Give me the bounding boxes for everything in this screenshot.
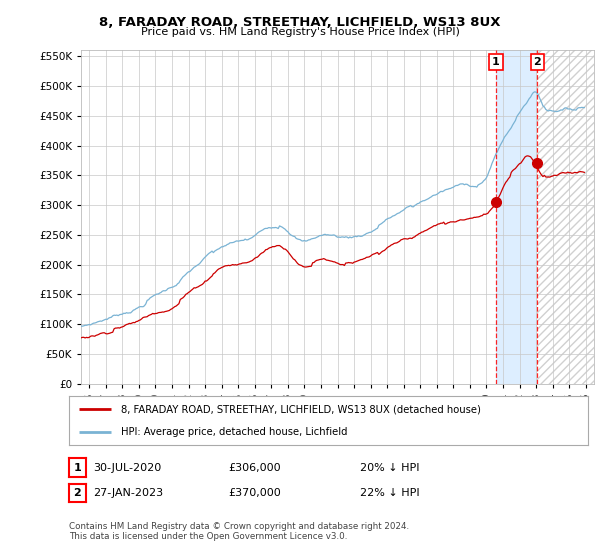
Text: HPI: Average price, detached house, Lichfield: HPI: Average price, detached house, Lich… (121, 427, 347, 437)
Text: £370,000: £370,000 (228, 488, 281, 498)
Bar (538, 50, 600, 384)
Text: 1: 1 (74, 463, 81, 473)
Text: 2: 2 (533, 57, 541, 67)
Text: 1: 1 (492, 57, 500, 67)
Text: 27-JAN-2023: 27-JAN-2023 (93, 488, 163, 498)
Text: Contains HM Land Registry data © Crown copyright and database right 2024.
This d: Contains HM Land Registry data © Crown c… (69, 522, 409, 542)
Text: 20% ↓ HPI: 20% ↓ HPI (360, 463, 419, 473)
Bar (496, 50, 538, 384)
Text: £306,000: £306,000 (228, 463, 281, 473)
Text: Price paid vs. HM Land Registry's House Price Index (HPI): Price paid vs. HM Land Registry's House … (140, 27, 460, 38)
Text: 22% ↓ HPI: 22% ↓ HPI (360, 488, 419, 498)
Text: 8, FARADAY ROAD, STREETHAY, LICHFIELD, WS13 8UX: 8, FARADAY ROAD, STREETHAY, LICHFIELD, W… (99, 16, 501, 29)
Text: 2: 2 (74, 488, 81, 498)
Text: 8, FARADAY ROAD, STREETHAY, LICHFIELD, WS13 8UX (detached house): 8, FARADAY ROAD, STREETHAY, LICHFIELD, W… (121, 404, 481, 414)
Text: 30-JUL-2020: 30-JUL-2020 (93, 463, 161, 473)
